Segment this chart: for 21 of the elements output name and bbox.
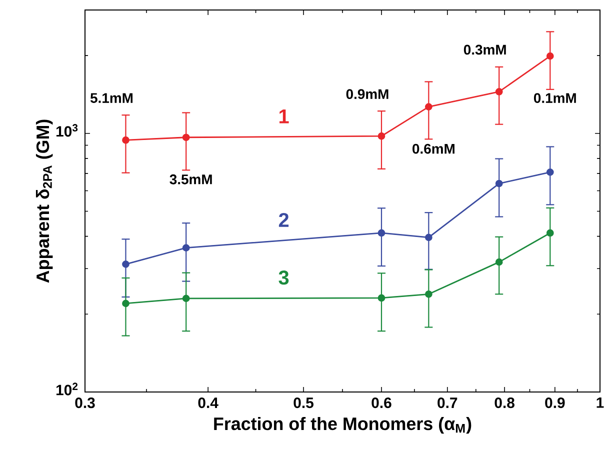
x-tick-label: 0.4 [198,398,218,408]
x-tick-label: 0.7 [438,398,458,408]
annotation: 3.5mM [170,174,212,184]
y-axis-title: Apparent δ$_{2PA}$ (GM) [36,120,53,283]
annotation: 0.6mM [412,144,454,154]
x-tick-label: 0.5 [294,398,314,408]
series-label: 3 [278,270,289,285]
x-tick-label: 0.3 [75,398,95,408]
annotation: 0.3mM [464,44,506,55]
series-label: 2 [278,212,289,227]
series-label: 1 [280,110,289,124]
x-axis-title: Fraction of the Monomers (α$_{M}$) [214,416,472,434]
annotation: 0.9mM [346,89,388,100]
x-tick-label: 0.9 [545,398,565,408]
y-tick-label: 10$^{3}$ [56,124,78,137]
x-tick-label: 0.6 [372,398,392,408]
x-tick-label: 0.8 [494,398,514,408]
annotation: 0.1mM [534,93,576,103]
annotation: 5.1mM [90,93,133,103]
x-tick-label: 1 [596,398,604,408]
y-tick-label: 10$^{2}$ [56,382,78,396]
